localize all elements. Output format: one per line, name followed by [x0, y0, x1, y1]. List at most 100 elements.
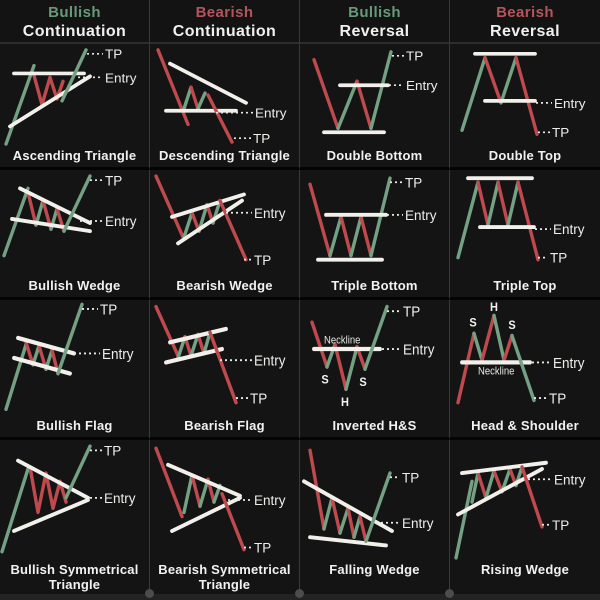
pattern-cell-rising-wedge: Entry TP Rising Wedge — [450, 440, 600, 594]
entry-label: Entry — [402, 516, 434, 531]
triple-bottom-drawing: TP Entry — [308, 175, 437, 262]
entry-label: Entry — [403, 342, 435, 359]
head-label: H — [490, 301, 498, 315]
head-rally-line — [480, 313, 496, 363]
breakout-line-down — [206, 93, 234, 144]
breakout-line-down — [520, 465, 544, 529]
zigzag-up — [349, 215, 363, 258]
header-type-label: Bearish — [195, 3, 254, 21]
entry-label: Entry — [254, 206, 286, 221]
lower-trendline — [308, 535, 388, 548]
pattern-name: Bearish Wedge — [176, 278, 273, 293]
double-top-drawing: Entry TP — [460, 51, 586, 140]
decline-line — [310, 320, 329, 369]
pattern-name: Inverted H&S — [332, 418, 417, 433]
breakout-line-up — [62, 174, 92, 233]
upper-trendline — [16, 458, 90, 500]
tp-label: TP — [403, 304, 420, 321]
breakout-line-down — [218, 198, 248, 262]
pattern-name: Bearish Flag — [184, 418, 265, 433]
impulse-line-up — [454, 479, 474, 560]
pattern-name: Bullish Wedge — [28, 278, 121, 293]
pattern-cell-double-top: Entry TP Double Top — [450, 44, 600, 170]
grid-dot — [445, 589, 454, 598]
header-kind-label: Continuation — [172, 22, 277, 40]
header-type-label: Bullish — [48, 3, 101, 21]
pattern-name: Double Bottom — [326, 148, 423, 163]
upper-trendline — [460, 460, 548, 476]
lower-trendline — [12, 498, 90, 533]
double-bottom-drawing: TP Entry — [312, 49, 438, 135]
left-shoulder-label: S — [321, 373, 329, 387]
resistance-trendline — [168, 61, 248, 105]
zigzag-up — [470, 471, 480, 504]
entry-label: Entry — [554, 472, 586, 487]
lower-trendline — [456, 466, 544, 517]
pattern-name: Rising Wedge — [480, 562, 570, 577]
pattern-cell-head-shoulder: Neckline S H S Entry TP Head & Shoulder — [450, 300, 600, 440]
bullish-wedge-drawing: TP Entry — [2, 173, 137, 258]
lower-trendline — [170, 495, 242, 533]
breakout-line-down — [220, 492, 246, 552]
pattern-cell-bearish-symmetrical-triangle: Entry TP Bearish Symmetrical Triangle — [150, 440, 300, 594]
pattern-cell-bearish-flag: Entry TP Bearish Flag — [150, 300, 300, 440]
pattern-cell-bullish-wedge: TP Entry Bullish Wedge — [0, 170, 150, 300]
pattern-cell-double-bottom: TP Entry Double Bottom — [300, 44, 450, 170]
bearish-flag-drawing: Entry TP — [154, 304, 286, 408]
zigzag-up — [182, 473, 194, 515]
upper-trendline — [166, 462, 242, 498]
bearish-wedge-drawing: Entry TP — [154, 174, 286, 268]
flag-lower-line — [164, 346, 224, 365]
lower-trendline — [176, 198, 244, 246]
zigzag-up — [486, 180, 500, 227]
column-header-bearish-continuation: Bearish Continuation — [150, 0, 300, 44]
neckline-label: Neckline — [478, 366, 515, 378]
breakout-line-down — [208, 330, 238, 405]
pattern-name: Falling Wedge — [329, 562, 420, 577]
breakout-line-up — [369, 50, 393, 131]
zigzag-down — [476, 471, 488, 500]
header-kind-label: Continuation — [22, 22, 127, 40]
zigzag-up — [352, 514, 362, 539]
breakout-line-up — [363, 304, 389, 371]
flagpole-line — [154, 304, 180, 358]
head-and-shoulders-drawing: Neckline S H S Entry TP — [456, 301, 585, 408]
tp-label: TP — [105, 47, 122, 62]
zigzag-up — [484, 469, 496, 500]
tp-label: TP — [550, 251, 567, 266]
support-trendline — [8, 74, 92, 129]
pattern-name: Triple Bottom — [331, 278, 418, 293]
decline-line — [312, 58, 340, 131]
column-header-bullish-reversal: Bullish Reversal — [300, 0, 450, 44]
falling-wedge-drawing: TP Entry — [302, 448, 434, 548]
upper-trendline — [170, 192, 246, 219]
tp-label: TP — [254, 540, 271, 555]
zigzag-up — [202, 330, 212, 356]
zigzag-up — [506, 180, 520, 227]
zigzag-down — [339, 215, 353, 258]
entry-label: Entry — [553, 222, 585, 237]
tp-label: TP — [250, 391, 267, 408]
entry-label: Entry — [406, 78, 438, 93]
breakout-line-up — [60, 48, 88, 103]
descending-triangle-drawing: Entry TP — [156, 48, 287, 146]
zigzag-up — [338, 506, 350, 535]
tp-label: TP — [405, 175, 422, 190]
upper-trendline — [18, 186, 92, 225]
column-header-bullish-continuation: Bullish Continuation — [0, 0, 150, 44]
bullish-symmetrical-triangle-drawing: TP Entry — [0, 443, 136, 554]
impulse-line-down — [154, 446, 184, 519]
triple-top-drawing: Entry TP — [456, 176, 585, 266]
zigzag-down — [196, 332, 206, 356]
rising-wedge-drawing: Entry TP — [454, 460, 586, 560]
pattern-name: Double Top — [488, 148, 562, 163]
head-decline-line — [333, 342, 348, 392]
column-header-bearish-reversal: Bearish Reversal — [450, 0, 600, 44]
tp-label: TP — [100, 302, 117, 319]
zigzag-down — [359, 215, 373, 258]
breakout-line-up — [369, 176, 392, 258]
bearish-symmetrical-triangle-drawing: Entry TP — [154, 446, 286, 556]
tp-label: TP — [104, 443, 121, 458]
zigzag-up — [502, 333, 514, 363]
